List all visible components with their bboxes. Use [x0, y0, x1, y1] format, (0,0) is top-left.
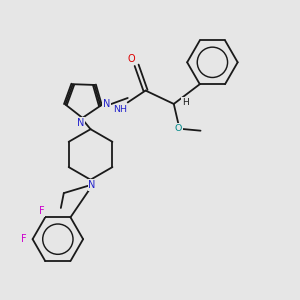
Text: O: O: [175, 124, 182, 133]
Text: N: N: [103, 99, 110, 109]
Text: N: N: [88, 180, 96, 190]
Text: F: F: [22, 234, 27, 244]
Text: F: F: [39, 206, 44, 216]
Text: H: H: [182, 98, 188, 107]
Text: N: N: [77, 118, 85, 128]
Text: O: O: [128, 54, 135, 64]
Text: NH: NH: [113, 105, 127, 114]
